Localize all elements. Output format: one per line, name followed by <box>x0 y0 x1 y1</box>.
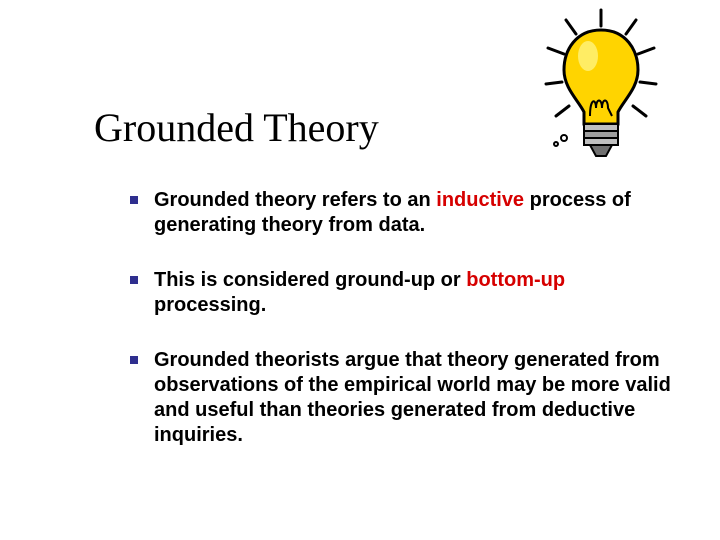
list-item: This is considered ground-up or bottom-u… <box>130 268 675 318</box>
slide: Grounded Theory Grounded theory refers t… <box>0 0 720 540</box>
list-item: Grounded theorists argue that theory gen… <box>130 348 675 448</box>
highlight-text: inductive <box>436 189 524 211</box>
body-text: Grounded theorists argue that theory gen… <box>154 349 671 446</box>
list-item: Grounded theory refers to an inductive p… <box>130 188 675 238</box>
body-text: This is considered ground-up or <box>154 269 466 291</box>
highlight-text: bottom-up <box>466 269 565 291</box>
body-text: processing. <box>154 294 266 316</box>
page-title: Grounded Theory <box>94 104 379 151</box>
lightbulb-icon <box>536 6 666 161</box>
body-text: Grounded theory refers to an <box>154 189 436 211</box>
bullet-list: Grounded theory refers to an inductive p… <box>130 188 675 478</box>
